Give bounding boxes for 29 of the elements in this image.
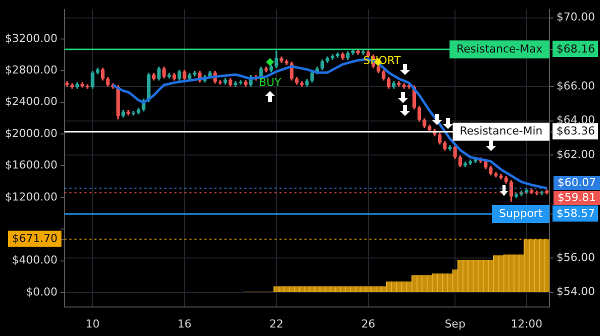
- y-tick-label: $671.70: [12, 232, 58, 246]
- ref-line-label: Support: [499, 206, 544, 220]
- ref-line-label: Resistance-Max: [456, 42, 543, 56]
- y-tick-label: $1200.00: [4, 190, 58, 204]
- y-tick-label: $2400.00: [4, 95, 58, 108]
- ref-line-label: Resistance-Min: [460, 124, 543, 138]
- y2-tick-label: $63.36: [556, 124, 596, 138]
- y2-tick-label: $58.57: [556, 206, 596, 220]
- y-tick-label: $1600.00: [4, 158, 58, 172]
- y2-tick-label: $54.00: [556, 285, 596, 298]
- x-tick-label: 26: [361, 317, 376, 330]
- y-tick-label: $2000.00: [4, 126, 58, 140]
- x-tick-label: 16: [177, 317, 192, 330]
- x-tick-label: Sep: [444, 317, 466, 330]
- y2-tick-label: $56.00: [556, 250, 596, 264]
- ref-line-label: $59.81: [558, 190, 596, 204]
- y-tick-label: $0.00: [26, 285, 58, 298]
- y2-tick-label: $70.00: [556, 10, 596, 24]
- y-tick-label: $400.00: [12, 254, 58, 267]
- y-tick-label: $3200.00: [4, 32, 58, 45]
- x-tick-label: 12:00: [510, 317, 542, 330]
- ref-line-label: $60.07: [558, 176, 596, 189]
- y-tick-label: $2800.00: [4, 63, 58, 76]
- x-tick-label: 10: [86, 317, 100, 330]
- annotation: BUY: [258, 76, 282, 89]
- y2-tick-label: $66.00: [556, 79, 596, 92]
- y2-tick-label: $62.00: [556, 148, 596, 161]
- x-tick-label: 22: [269, 317, 284, 330]
- y2-tick-label: $68.16: [556, 42, 596, 56]
